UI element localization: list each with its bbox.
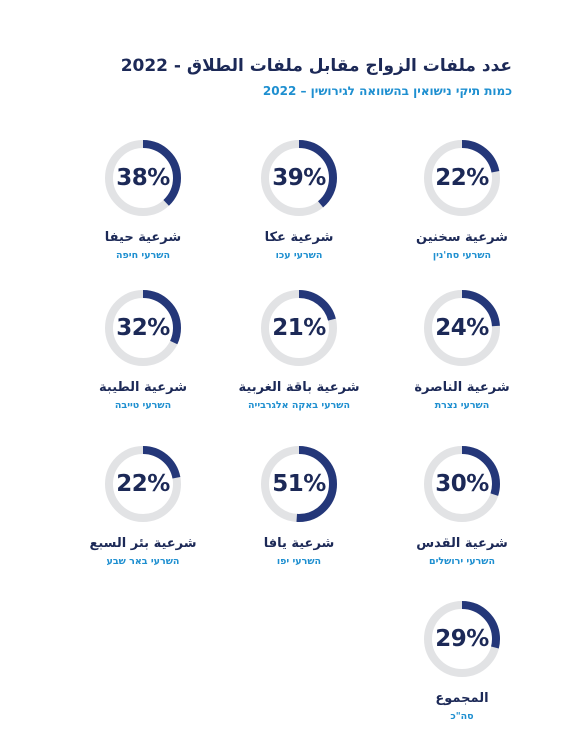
donut-ring xyxy=(261,446,337,522)
donut-item-sakhnin: 22% شرعية سخنين השרעי סח'נין xyxy=(387,138,537,278)
court-label-hebrew: השרעי סח'נין xyxy=(432,250,492,261)
ring-arc xyxy=(424,290,500,366)
court-label-hebrew: השרעי עכו xyxy=(275,250,323,261)
ring-arc xyxy=(261,446,337,522)
page-title: عدد ملفات الزواج مقابل ملفات الطلاق - 20… xyxy=(120,56,512,76)
court-label-hebrew: השרעי באקה אלגרבייה xyxy=(248,400,350,411)
court-label-arabic: شرعية سخنين xyxy=(416,230,508,245)
donut-item-tayibe: 32% شرعية الطيبة השרעי טייבה xyxy=(68,288,218,428)
court-label-hebrew: השרעי חיפה xyxy=(116,250,170,261)
donut-ring xyxy=(424,446,500,522)
donut-ring xyxy=(105,290,181,366)
donut-ring xyxy=(261,140,337,216)
donut-ring xyxy=(105,446,181,522)
donut-ring xyxy=(105,140,181,216)
ring-arc xyxy=(424,140,500,216)
court-label-arabic: شرعية القدس xyxy=(416,536,508,551)
court-label-arabic: شرعية بئر السبع xyxy=(89,536,197,551)
donut-item-beersheba: 22% شرعية بئر السبع השרעי באר שבע xyxy=(68,444,218,584)
percent-value: 22% xyxy=(116,471,170,497)
court-label-arabic: شرعية الناصرة xyxy=(414,380,510,395)
donut-item-total: 29% المجموع סה"כ xyxy=(387,599,537,739)
donut-ring xyxy=(424,601,500,677)
ring-arc xyxy=(105,290,181,366)
page-subtitle: כמות תיקי נישואין בהשוואה לגירושין – 202… xyxy=(262,84,512,98)
court-label-hebrew: השרעי באר שבע xyxy=(106,556,180,567)
percent-value: 29% xyxy=(435,626,489,652)
percent-value: 39% xyxy=(272,165,326,191)
ring-arc xyxy=(105,446,181,522)
court-label-hebrew: השרעי יפו xyxy=(276,556,322,567)
ring-arc xyxy=(424,601,500,677)
percent-value: 38% xyxy=(116,165,170,191)
court-label-arabic: شرعية باقة الغربية xyxy=(238,380,360,395)
court-label-arabic: شرعية يافا xyxy=(263,536,335,551)
ring-arc xyxy=(261,290,337,366)
donut-item-nazareth: 24% شرعية الناصرة השרעי נצרת xyxy=(387,288,537,428)
percent-value: 32% xyxy=(116,315,170,341)
court-label-hebrew: השרעי ירושלים xyxy=(428,556,496,567)
court-label-arabic: شرعية الطيبة xyxy=(99,380,187,395)
percent-value: 22% xyxy=(435,165,489,191)
donut-ring xyxy=(424,290,500,366)
court-label-hebrew: השרעי טייבה xyxy=(114,400,172,411)
donut-ring xyxy=(261,290,337,366)
donut-ring xyxy=(424,140,500,216)
donut-item-baqa: 21% شرعية باقة الغربية השרעי באקה אלגרבי… xyxy=(224,288,374,428)
percent-value: 30% xyxy=(435,471,489,497)
donut-item-haifa: 38% شرعية حيفا השרעי חיפה xyxy=(68,138,218,278)
percent-value: 51% xyxy=(272,471,326,497)
ring-arc xyxy=(424,446,500,522)
percent-value: 24% xyxy=(435,315,489,341)
percent-value: 21% xyxy=(272,315,326,341)
donut-item-jaffa: 51% شرعية يافا השרעי יפו xyxy=(224,444,374,584)
court-label-arabic: المجموع xyxy=(435,691,489,706)
court-label-arabic: شرعية عكا xyxy=(264,230,334,245)
ring-arc xyxy=(105,140,181,216)
court-label-hebrew: סה"כ xyxy=(450,711,474,722)
donut-item-akko: 39% شرعية عكا השרעי עכו xyxy=(224,138,374,278)
donut-item-jerusalem: 30% شرعية القدس השרעי ירושלים xyxy=(387,444,537,584)
ring-arc xyxy=(261,140,337,216)
court-label-hebrew: השרעי נצרת xyxy=(434,400,490,411)
court-label-arabic: شرعية حيفا xyxy=(104,230,182,245)
